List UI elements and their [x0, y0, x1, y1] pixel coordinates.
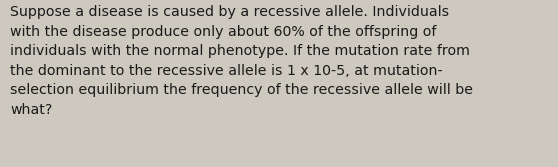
Text: Suppose a disease is caused by a recessive allele. Individuals
with the disease : Suppose a disease is caused by a recessi… — [10, 5, 473, 117]
